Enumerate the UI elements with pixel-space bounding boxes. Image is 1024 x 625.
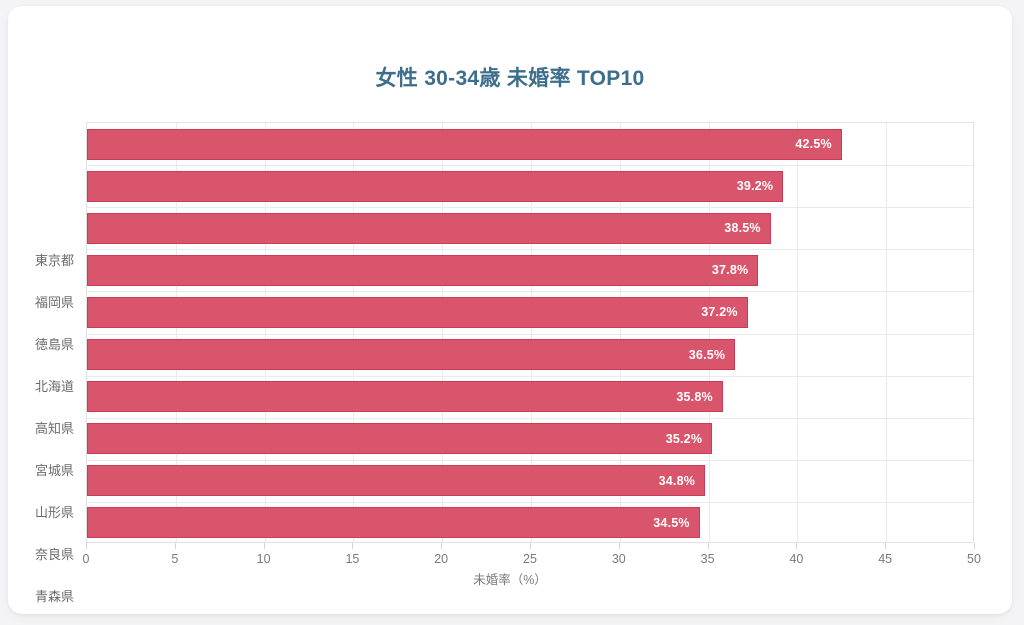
gridline-horizontal: [87, 375, 973, 377]
bar-value-label: 38.5%: [724, 221, 761, 236]
x-axis-tick: [263, 543, 265, 549]
y-axis-label-6: 宮城県: [8, 449, 86, 491]
x-axis-tick: [885, 543, 887, 549]
gridline-horizontal: [87, 417, 973, 419]
x-axis-tick: [441, 543, 443, 549]
x-axis-tick: [174, 543, 176, 549]
x-axis-tick: [352, 543, 354, 549]
bar-value-label: 42.5%: [795, 137, 832, 152]
x-axis-tick-label: 30: [611, 552, 626, 566]
gridline-vertical: [264, 123, 266, 542]
gridline-horizontal: [87, 501, 973, 503]
bar-value-label: 36.5%: [688, 347, 726, 362]
bar-row: 35.2%: [87, 418, 973, 460]
y-axis-label-9: 青森県: [8, 575, 86, 614]
bar[interactable]: 36.5%: [87, 339, 736, 371]
y-axis-label-text: 山形県: [34, 505, 74, 521]
x-axis-title: 未婚率（%）: [473, 573, 547, 587]
bar[interactable]: 34.8%: [87, 465, 706, 497]
bar-value-label: 37.2%: [701, 305, 738, 320]
gridline-vertical: [353, 123, 355, 542]
gridline-horizontal: [87, 249, 973, 251]
x-axis: 0 5 10 15 20 25 30 35 40 45 50: [82, 543, 981, 583]
y-axis-label-text: 北海道: [34, 378, 74, 394]
y-axis-label-text: 奈良県: [34, 547, 74, 563]
y-axis-label-1: 東京都: [8, 238, 86, 280]
gridline-horizontal: [87, 207, 973, 209]
x-axis-tick-label: 0: [82, 552, 90, 566]
gridline-vertical: [797, 123, 799, 542]
y-axis-label-3: 徳島県: [8, 322, 86, 364]
bar[interactable]: 38.5%: [87, 212, 771, 244]
bar-row: 37.8%: [87, 249, 973, 291]
bar-value-label: 37.8%: [711, 263, 749, 278]
x-axis-tick: [707, 543, 709, 549]
gridline-vertical: [708, 123, 710, 542]
gridline-vertical: [619, 123, 621, 542]
gridline-horizontal: [87, 333, 973, 335]
x-axis-tick: [974, 543, 975, 549]
x-axis-tick-label: 5: [171, 552, 179, 566]
bar-row: 42.5%: [87, 123, 973, 165]
x-axis-tick-label: 40: [789, 552, 804, 566]
y-axis-label-text: 高知県: [34, 420, 74, 436]
bar-row: 34.8%: [87, 460, 973, 502]
y-axis-label-text: 東京都: [34, 252, 74, 268]
bar-row: 35.8%: [87, 376, 973, 418]
bar-value-label: 34.5%: [653, 515, 690, 530]
gridline-vertical: [175, 123, 177, 542]
x-axis-tick: [618, 543, 620, 549]
y-axis-label-text: 徳島県: [34, 336, 74, 352]
y-axis-label-8: 奈良県: [8, 533, 86, 575]
bar[interactable]: 37.2%: [87, 296, 748, 328]
gridline-horizontal: [87, 291, 973, 293]
bar-row: 37.2%: [87, 291, 973, 333]
y-axis-category-labels: 東京都福岡県徳島県北海道高知県宮城県山形県奈良県青森県京都府: [8, 238, 86, 614]
y-axis-label-2: 福岡県: [8, 280, 86, 322]
chart-card: 女性 30-34歳 未婚率 TOP10 42.5% 39.2% 38.5% 37.8%…: [8, 6, 1012, 614]
bar-row: 38.5%: [87, 207, 973, 249]
bar[interactable]: 37.8%: [87, 254, 759, 286]
bar[interactable]: 42.5%: [87, 128, 842, 160]
bar[interactable]: 39.2%: [87, 170, 784, 202]
x-axis-tick: [86, 543, 87, 549]
x-axis-tick-label: 35: [700, 552, 715, 566]
gridline-vertical: [886, 123, 888, 542]
gridline-vertical: [531, 123, 532, 542]
x-axis-tick: [796, 543, 798, 549]
bar-value-label: 34.8%: [658, 473, 696, 488]
bar[interactable]: 35.8%: [87, 381, 723, 413]
x-axis-tick-label: 25: [523, 552, 537, 566]
chart-title: 女性 30-34歳 未婚率 TOP10: [375, 67, 645, 90]
bar-row: 34.5%: [87, 502, 973, 544]
plot-wrapper: 42.5% 39.2% 38.5% 37.8% 37.2% 36.5% 35.8% 35.2%…: [35, 122, 974, 604]
x-axis-tick: [530, 543, 531, 549]
bar-value-label: 39.2%: [736, 179, 774, 194]
bar[interactable]: 34.5%: [87, 507, 700, 539]
plot-area: 42.5% 39.2% 38.5% 37.8% 37.2% 36.5% 35.8% 35.2%…: [86, 122, 974, 543]
x-axis-tick-label: 15: [345, 552, 360, 566]
y-axis-label-text: 青森県: [34, 589, 74, 605]
bar-row: 36.5%: [87, 334, 973, 376]
x-axis-tick-label: 45: [878, 552, 893, 566]
x-axis-tick-label: 10: [256, 552, 271, 566]
y-axis-label-7: 山形県: [8, 491, 86, 533]
y-axis-label-5: 高知県: [8, 406, 86, 448]
bar[interactable]: 35.2%: [87, 423, 713, 455]
x-axis-tick-label: 20: [434, 552, 449, 566]
y-axis-label-4: 北海道: [8, 364, 86, 406]
gridline-horizontal: [87, 459, 973, 461]
gridline-horizontal: [87, 165, 973, 167]
bar-row: 39.2%: [87, 165, 973, 207]
bar-value-label: 35.2%: [665, 431, 703, 446]
gridline-vertical: [442, 123, 444, 542]
y-axis-label-text: 福岡県: [34, 294, 74, 310]
x-axis-tick-label: 50: [967, 552, 981, 566]
bar-value-label: 35.8%: [676, 389, 713, 404]
y-axis-label-text: 宮城県: [34, 463, 74, 479]
